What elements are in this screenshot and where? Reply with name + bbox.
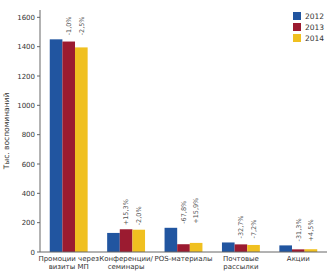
y-tick-label: 400 bbox=[22, 190, 35, 198]
chart-container: 0 200 400 600 800 1000 1200 1400 1600 Тыс. воспом… bbox=[0, 0, 331, 278]
legend-label: 2012 bbox=[305, 12, 324, 21]
annotation: -1,0% bbox=[65, 16, 73, 35]
legend-swatch bbox=[293, 34, 301, 42]
bar bbox=[235, 244, 248, 252]
bar bbox=[75, 47, 88, 252]
legend-swatch bbox=[293, 12, 301, 20]
annotation: -2,0% bbox=[135, 206, 143, 225]
bar bbox=[165, 228, 178, 252]
annotation: +15,3% bbox=[122, 199, 130, 225]
annotation: -7,2% bbox=[250, 220, 258, 239]
bar bbox=[107, 233, 120, 252]
y-tick-label: 1200 bbox=[17, 73, 35, 81]
bar bbox=[222, 242, 235, 252]
x-tick-label: POS-материалы bbox=[155, 255, 213, 263]
bar bbox=[279, 245, 292, 252]
x-tick-label: Промоции черезвизиты МП bbox=[38, 255, 99, 271]
x-tick-label: Почтовыерассылки bbox=[223, 255, 259, 271]
bar bbox=[177, 244, 190, 252]
annotation: +4,5% bbox=[307, 219, 315, 241]
y-tick-label: 0 bbox=[31, 249, 35, 257]
bar bbox=[247, 245, 260, 252]
y-tick-label: 600 bbox=[22, 161, 35, 169]
legend-swatch bbox=[293, 23, 301, 31]
x-tick-label: Конференции/семинары bbox=[99, 255, 153, 271]
bar bbox=[62, 42, 75, 252]
legend-label: 2014 bbox=[305, 34, 324, 43]
bar bbox=[190, 243, 203, 252]
annotation: -2,5% bbox=[78, 16, 86, 35]
y-axis-label: Тыс. воспоминаний bbox=[2, 93, 11, 171]
y-tick-label: 800 bbox=[22, 131, 35, 139]
bar bbox=[120, 229, 133, 252]
y-tick-label: 1400 bbox=[17, 43, 35, 51]
annotation: -31,3% bbox=[295, 218, 303, 241]
bar bbox=[50, 39, 63, 252]
annotation: -67,8% bbox=[180, 201, 188, 224]
legend-label: 2013 bbox=[305, 23, 324, 32]
annotation: -32,7% bbox=[237, 215, 245, 238]
legend: 2012 2013 2014 bbox=[293, 12, 324, 43]
y-tick-label: 1600 bbox=[17, 14, 35, 22]
x-tick-label: Акции bbox=[287, 255, 310, 263]
y-tick-label: 1000 bbox=[17, 102, 35, 110]
bar bbox=[132, 230, 145, 252]
bars bbox=[50, 39, 317, 252]
chart: 0 200 400 600 800 1000 1200 1400 1600 Тыс. воспом… bbox=[0, 0, 331, 278]
y-axis-line bbox=[40, 10, 41, 252]
y-tick-label: 200 bbox=[22, 219, 35, 227]
x-axis-line bbox=[40, 252, 327, 253]
annotation: +15,9% bbox=[192, 198, 200, 224]
